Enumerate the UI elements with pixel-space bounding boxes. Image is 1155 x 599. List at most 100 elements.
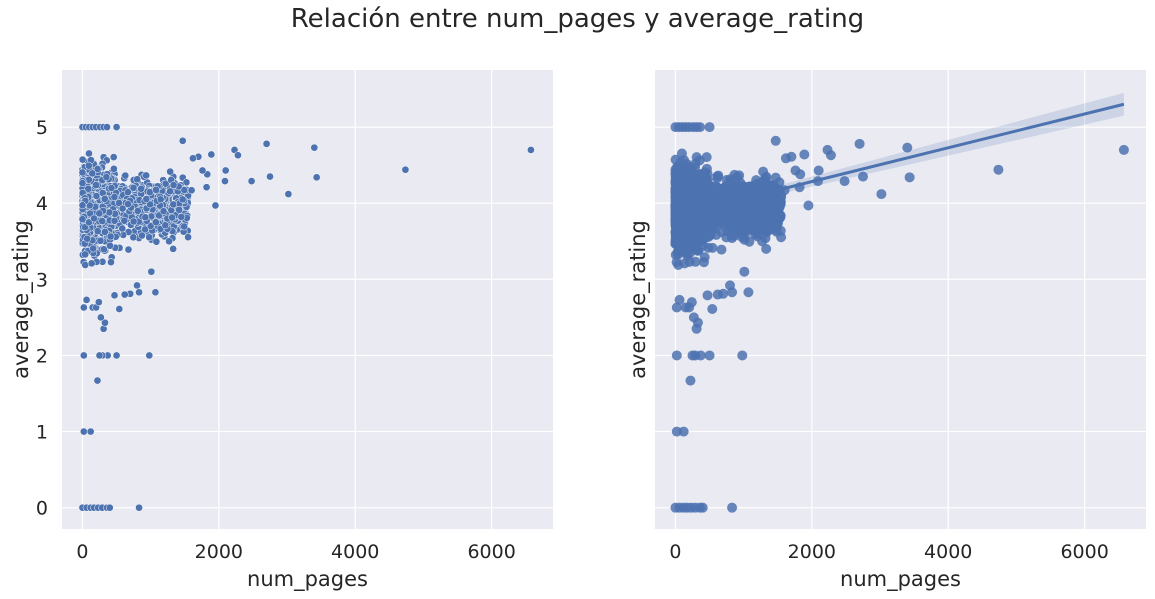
data-point	[670, 178, 681, 189]
data-point	[152, 237, 161, 246]
data-point	[527, 146, 535, 154]
data-point	[97, 313, 105, 322]
data-point	[725, 174, 736, 185]
data-point	[694, 172, 705, 183]
data-point	[247, 177, 256, 185]
data-point	[100, 245, 108, 254]
data-point	[198, 166, 207, 175]
y-axis-label: average_rating	[626, 220, 651, 379]
x-tick-label: 6000	[467, 541, 515, 563]
data-point	[670, 154, 681, 165]
data-point	[106, 241, 114, 250]
data-point	[145, 233, 154, 242]
data-point	[107, 184, 116, 192]
data-point	[93, 376, 102, 385]
data-point	[221, 166, 230, 175]
data-point	[854, 138, 865, 149]
x-tick-label: 0	[76, 541, 88, 563]
data-point	[769, 211, 780, 222]
data-point	[262, 139, 271, 148]
data-point	[82, 296, 91, 304]
data-point	[146, 200, 154, 209]
data-point	[207, 150, 216, 159]
data-point	[110, 164, 118, 173]
data-point	[177, 213, 186, 221]
data-point	[85, 218, 93, 227]
data-point	[671, 350, 682, 361]
y-tick-label: 3	[36, 269, 48, 291]
data-point	[684, 191, 695, 202]
data-point	[284, 190, 293, 198]
data-point	[175, 206, 184, 214]
data-point	[120, 216, 129, 225]
data-point	[124, 245, 133, 254]
data-point	[133, 281, 141, 290]
data-point	[697, 502, 708, 513]
data-point	[85, 149, 93, 158]
data-point	[141, 225, 150, 234]
data-point	[184, 233, 192, 242]
data-point	[686, 297, 697, 308]
data-point	[121, 171, 130, 180]
data-point	[79, 303, 88, 312]
data-point	[701, 163, 712, 174]
data-point	[744, 184, 755, 195]
data-point	[993, 164, 1004, 175]
data-point	[680, 168, 691, 179]
x-tick-label: 4000	[924, 541, 972, 563]
x-tick-label: 6000	[1060, 541, 1108, 563]
data-point	[101, 318, 109, 327]
x-tick-label: 2000	[788, 541, 836, 563]
data-point	[169, 181, 178, 189]
data-point	[79, 427, 88, 436]
data-point	[1118, 144, 1129, 155]
data-point	[133, 175, 142, 184]
data-point	[857, 171, 868, 182]
data-point	[715, 187, 726, 198]
data-point	[684, 180, 695, 191]
x-axis-label: num_pages	[840, 567, 961, 592]
data-point	[671, 302, 682, 313]
data-point	[180, 222, 189, 231]
data-point	[93, 227, 102, 236]
data-point	[115, 305, 124, 313]
figure-title: Relación entre num_pages y average_ratin…	[290, 4, 865, 34]
data-point	[725, 280, 736, 291]
data-point	[757, 236, 768, 247]
data-point	[107, 258, 115, 267]
data-point	[118, 224, 127, 233]
data-point	[189, 154, 197, 163]
data-point	[92, 181, 100, 190]
data-point	[758, 166, 769, 177]
data-point	[101, 228, 109, 236]
data-point	[679, 258, 690, 269]
data-point	[84, 161, 93, 170]
data-point	[165, 237, 173, 246]
data-point	[670, 200, 681, 211]
data-point	[129, 183, 138, 192]
data-point	[876, 189, 887, 200]
data-point	[135, 503, 143, 512]
data-point	[178, 195, 187, 204]
data-point	[166, 167, 175, 176]
data-point	[78, 155, 87, 164]
data-point	[145, 351, 154, 360]
left-axes: 0 2000 4000 6000 0 1 2 3 4 5 num_pages average_rati…	[9, 70, 553, 592]
data-point	[760, 212, 771, 223]
data-point	[721, 232, 732, 243]
data-point	[106, 232, 115, 241]
y-tick-label: 0	[36, 498, 48, 520]
data-point	[734, 170, 745, 181]
data-point	[93, 165, 102, 173]
data-point	[697, 240, 708, 251]
data-point	[674, 294, 685, 305]
x-tick-label: 0	[669, 541, 681, 563]
data-point	[169, 245, 178, 253]
data-point	[141, 213, 150, 222]
data-point	[98, 217, 107, 225]
data-point	[95, 209, 104, 218]
data-point	[94, 298, 103, 307]
points-group	[670, 92, 1129, 513]
data-point	[729, 183, 740, 194]
data-point	[81, 250, 90, 259]
